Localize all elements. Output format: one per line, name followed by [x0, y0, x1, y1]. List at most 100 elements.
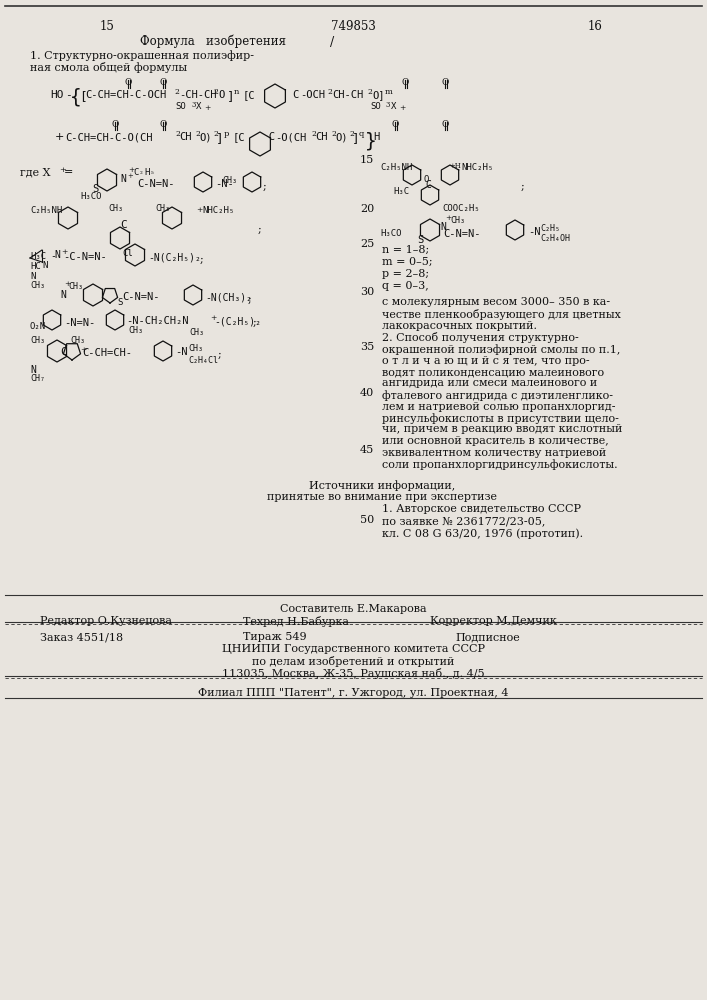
Text: CH₃: CH₃: [68, 282, 83, 291]
Text: O: O: [111, 120, 119, 129]
Text: ]: ]: [216, 132, 223, 145]
Text: Корректор М.Демчик: Корректор М.Демчик: [430, 616, 556, 626]
Text: -N=N-: -N=N-: [64, 318, 95, 328]
Text: C₂H₅NH: C₂H₅NH: [380, 163, 412, 172]
Text: Формула   изобретения: Формула изобретения: [140, 35, 286, 48]
Text: 2: 2: [213, 88, 218, 96]
Text: C: C: [425, 180, 431, 190]
Text: Филиал ППП "Патент", г. Ужгород, ул. Проектная, 4: Филиал ППП "Патент", г. Ужгород, ул. Про…: [198, 688, 508, 698]
Text: 2. Способ получения структурно-: 2. Способ получения структурно-: [382, 332, 579, 343]
Text: ;: ;: [218, 350, 222, 360]
Text: H: H: [144, 168, 149, 177]
Text: 35: 35: [360, 342, 374, 352]
Text: C-N=N-: C-N=N-: [122, 292, 160, 302]
Text: CH: CH: [179, 132, 192, 142]
Text: CH₇: CH₇: [30, 374, 45, 383]
Text: +: +: [127, 172, 133, 180]
Text: 2: 2: [175, 130, 180, 138]
Text: +: +: [210, 314, 216, 322]
Text: X: X: [391, 102, 397, 111]
Text: ]: ]: [352, 132, 359, 145]
Text: +: +: [445, 214, 451, 222]
Text: n: n: [234, 88, 240, 96]
Text: или основной краситель в количестве,: или основной краситель в количестве,: [382, 436, 609, 446]
Text: 3: 3: [386, 101, 390, 109]
Text: 45: 45: [360, 445, 374, 455]
Text: O: O: [159, 120, 167, 129]
Text: p = 2–8;: p = 2–8;: [382, 269, 429, 279]
Text: O: O: [218, 90, 224, 100]
Text: ринсульфокислоты в присутствии щело-: ринсульфокислоты в присутствии щело-: [382, 413, 619, 424]
Text: 15: 15: [360, 155, 374, 165]
Text: O₂N: O₂N: [30, 322, 46, 331]
Text: ;: ;: [258, 225, 262, 235]
Text: X: X: [196, 102, 201, 111]
Text: NHC₂H₅: NHC₂H₅: [202, 206, 234, 215]
Text: с молекулярным весом 3000– 350 в ка-: с молекулярным весом 3000– 350 в ка-: [382, 297, 610, 307]
Text: 1. Авторское свидетельство СССР: 1. Авторское свидетельство СССР: [382, 504, 581, 514]
Text: -N-CH₂CH₂N: -N-CH₂CH₂N: [126, 316, 189, 326]
Text: O: O: [441, 78, 449, 87]
Text: CH₃: CH₃: [30, 281, 45, 290]
Text: -N: -N: [175, 347, 187, 357]
Text: 1. Структурно-окрашенная полиэфир-: 1. Структурно-окрашенная полиэфир-: [30, 50, 254, 61]
Text: Источники информации,: Источники информации,: [309, 480, 455, 491]
Text: о т л и ч а ю щ и й с я тем, что про-: о т л и ч а ю щ и й с я тем, что про-: [382, 356, 590, 365]
Text: C: C: [60, 347, 66, 357]
Text: CH-CH: CH-CH: [332, 90, 363, 100]
Text: ЦНИИПИ Государственного комитета СССР: ЦНИИПИ Государственного комитета СССР: [221, 644, 484, 654]
Text: 16: 16: [588, 20, 602, 33]
Text: ангидрида или смеси малеинового и: ангидрида или смеси малеинового и: [382, 378, 597, 388]
Text: C₂H₅: C₂H₅: [540, 224, 560, 233]
Text: CH: CH: [315, 132, 327, 142]
Text: +H: +H: [449, 162, 461, 170]
Text: ;: ;: [263, 182, 267, 192]
Text: честве пленкообразующего для цветных: честве пленкообразующего для цветных: [382, 309, 621, 320]
Text: -: -: [65, 90, 71, 100]
Text: H₃C: H₃C: [393, 187, 409, 196]
Text: ;: ;: [253, 318, 257, 328]
Text: C₂H₄Cl: C₂H₄Cl: [188, 356, 218, 365]
Text: N: N: [60, 290, 66, 300]
Text: Тираж 549: Тираж 549: [243, 632, 307, 642]
Text: фталевого ангидрида с диэтиленглико-: фталевого ангидрида с диэтиленглико-: [382, 390, 613, 401]
Text: CH₃: CH₃: [30, 336, 45, 345]
Text: CH₃: CH₃: [70, 336, 85, 345]
Text: по делам изобретений и открытий: по делам изобретений и открытий: [252, 656, 454, 667]
Text: Заказ 4551/18: Заказ 4551/18: [40, 632, 123, 642]
Text: HO: HO: [50, 90, 64, 100]
Text: q = 0–3,: q = 0–3,: [382, 281, 428, 291]
Text: /: /: [330, 36, 334, 49]
Text: +: +: [128, 166, 134, 174]
Text: -O(CH: -O(CH: [275, 132, 306, 142]
Text: +: +: [59, 166, 66, 174]
Text: 30: 30: [360, 287, 374, 297]
Text: C-N=N-: C-N=N-: [137, 179, 175, 189]
Text: 40: 40: [360, 388, 374, 398]
Text: -N: -N: [528, 227, 540, 237]
Text: N: N: [440, 222, 446, 232]
Text: O: O: [159, 78, 167, 87]
Text: O]: O]: [372, 90, 385, 100]
Text: Составитель Е.Макарова: Составитель Е.Макарова: [280, 604, 426, 614]
Text: ₂: ₂: [140, 168, 143, 176]
Text: ;: ;: [248, 295, 252, 305]
Text: 2: 2: [349, 130, 354, 138]
Text: +: +: [204, 104, 211, 112]
Text: соли пропанхлоргидринсульфокислоты.: соли пропанхлоргидринсульфокислоты.: [382, 459, 618, 470]
Text: ;: ;: [521, 182, 525, 192]
Text: C-CH=CH-: C-CH=CH-: [82, 348, 132, 358]
Text: O: O: [391, 120, 399, 129]
Text: 2: 2: [331, 130, 336, 138]
Text: O): O): [335, 132, 348, 142]
Text: H₃C: H₃C: [30, 252, 46, 261]
Text: N: N: [30, 272, 35, 281]
Text: 2: 2: [327, 88, 332, 96]
Text: 2: 2: [311, 130, 316, 138]
Text: COOC₂H₅: COOC₂H₅: [442, 204, 479, 213]
Text: S: S: [117, 298, 122, 307]
Text: CH₃: CH₃: [108, 204, 123, 213]
Text: H: H: [373, 132, 379, 142]
Text: m = 0–5;: m = 0–5;: [382, 257, 433, 267]
Text: CH₃: CH₃: [155, 204, 170, 213]
